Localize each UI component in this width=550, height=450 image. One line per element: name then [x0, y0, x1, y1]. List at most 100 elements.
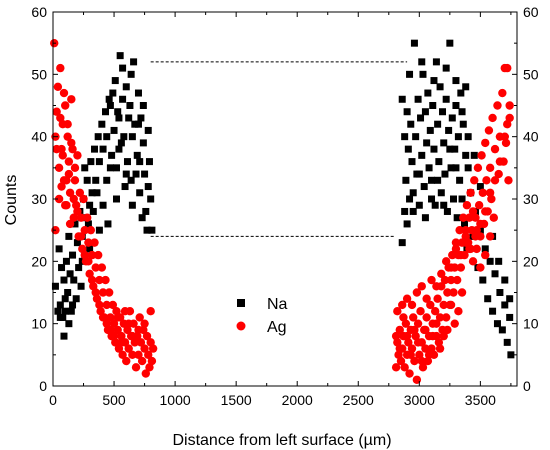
data-point-ag: [457, 288, 467, 297]
data-point-ag: [86, 225, 96, 235]
data-point-ag: [61, 201, 70, 210]
data-point-ag: [461, 232, 470, 241]
data-point-ag: [95, 275, 104, 285]
data-point-na: [133, 151, 141, 159]
data-point-na: [84, 220, 92, 228]
data-point-na: [98, 120, 106, 128]
data-point-ag: [136, 338, 146, 347]
data-point-na: [428, 176, 436, 184]
x-axis-title: Distance from left surface (µm): [172, 432, 391, 449]
data-point-na: [421, 214, 429, 222]
data-point-na: [462, 151, 470, 159]
data-point-ag: [413, 319, 423, 328]
data-point-ag: [52, 144, 61, 154]
data-point-na: [111, 77, 119, 85]
data-point-na: [55, 245, 63, 253]
data-point-na: [112, 195, 120, 203]
data-point-ag: [471, 232, 480, 241]
data-point-ag: [440, 275, 450, 285]
data-point-ag: [487, 194, 496, 204]
data-point-na: [145, 158, 153, 166]
data-point-na: [71, 220, 79, 228]
data-point-na: [451, 145, 459, 153]
data-point-na: [89, 207, 97, 215]
data-point-ag: [476, 263, 485, 272]
data-point-ag: [398, 300, 407, 310]
data-point-ag: [456, 250, 466, 260]
data-point-ag: [147, 356, 157, 366]
data-point-ag: [117, 338, 126, 347]
data-point-na: [108, 151, 116, 159]
data-point-na: [484, 295, 492, 303]
data-point-ag: [123, 325, 132, 335]
data-point-ag: [70, 176, 80, 185]
data-point-ag: [68, 144, 77, 154]
data-point-ag: [451, 244, 461, 254]
x-tick-label: 1000: [160, 392, 191, 408]
data-point-ag: [54, 163, 64, 173]
data-point-na: [452, 77, 460, 85]
data-point-ag: [501, 138, 511, 148]
data-point-na: [441, 170, 449, 178]
legend-label-na: Na: [267, 296, 288, 313]
data-point-na: [81, 164, 89, 172]
data-point-na: [446, 145, 454, 153]
data-point-ag: [472, 244, 481, 254]
data-point-na: [414, 95, 422, 103]
x-tick-label: 2500: [343, 392, 374, 408]
data-point-na: [501, 301, 509, 309]
data-point-na: [446, 39, 454, 47]
data-point-ag: [434, 338, 444, 347]
data-point-ag: [141, 369, 150, 378]
data-point-na: [77, 282, 85, 290]
data-point-na: [119, 64, 127, 72]
data-point-na: [117, 139, 125, 147]
data-point-na: [64, 289, 72, 296]
x-tick-label: 500: [102, 392, 126, 408]
data-point-ag: [454, 307, 463, 316]
data-point-na: [144, 183, 152, 191]
data-point-ag: [421, 325, 430, 335]
data-point-na: [406, 195, 414, 203]
data-point-ag: [485, 232, 495, 241]
data-point-ag: [56, 63, 65, 73]
data-point-na: [442, 95, 450, 103]
data-point-ag: [455, 225, 464, 235]
data-point-ag: [435, 344, 445, 353]
data-point-na: [115, 145, 123, 153]
data-point-ag: [57, 182, 66, 191]
data-point-na: [495, 257, 503, 265]
y-tick-label-left: 30: [31, 191, 47, 207]
data-point-na: [144, 126, 152, 134]
data-point-na: [51, 282, 59, 290]
data-point-na: [126, 102, 134, 109]
data-point-na: [58, 264, 66, 272]
data-point-ag: [470, 176, 479, 185]
data-point-ag: [481, 250, 490, 260]
data-point-na: [132, 170, 140, 178]
data-point-ag: [446, 300, 456, 310]
data-point-na: [464, 133, 472, 141]
data-point-ag: [481, 207, 490, 216]
data-point-na: [415, 201, 423, 209]
y-tick-label-right: 60: [523, 4, 539, 20]
data-point-na: [418, 151, 426, 159]
y-tick-label-left: 50: [31, 66, 47, 82]
data-point-na: [148, 226, 156, 234]
data-point-na: [128, 133, 136, 141]
data-point-ag: [396, 356, 406, 366]
x-tick-label: 1500: [221, 392, 252, 408]
data-point-na: [406, 70, 414, 78]
data-point-ag: [65, 188, 75, 197]
data-point-ag: [443, 288, 452, 297]
data-point-na: [425, 164, 433, 172]
data-point-na: [486, 257, 494, 265]
data-point-ag: [93, 250, 103, 260]
data-point-ag: [409, 313, 418, 322]
data-point-na: [398, 239, 406, 247]
data-point-ag: [473, 163, 483, 173]
data-point-ag: [54, 194, 64, 204]
data-point-ag: [131, 363, 141, 372]
data-point-ag: [477, 151, 486, 160]
data-point-ag: [140, 319, 149, 328]
